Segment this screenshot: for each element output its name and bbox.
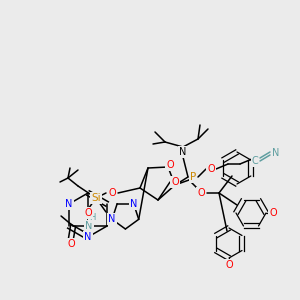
Text: N: N — [84, 232, 92, 242]
Text: C: C — [252, 156, 258, 166]
Text: O: O — [171, 177, 179, 187]
Text: O: O — [84, 208, 92, 218]
Text: N: N — [130, 199, 137, 209]
Text: O: O — [197, 188, 205, 198]
Text: O: O — [108, 188, 116, 198]
Text: N: N — [85, 221, 93, 231]
Text: N: N — [179, 147, 187, 157]
Text: O: O — [269, 208, 277, 218]
Text: N: N — [108, 214, 116, 224]
Text: N: N — [272, 148, 280, 158]
Text: N: N — [65, 199, 73, 209]
Text: O: O — [166, 160, 174, 170]
Text: O: O — [225, 260, 233, 270]
Text: O: O — [207, 164, 215, 174]
Text: P: P — [190, 172, 196, 182]
Text: Si: Si — [91, 193, 101, 203]
Text: H: H — [89, 214, 95, 223]
Text: O: O — [67, 239, 75, 249]
